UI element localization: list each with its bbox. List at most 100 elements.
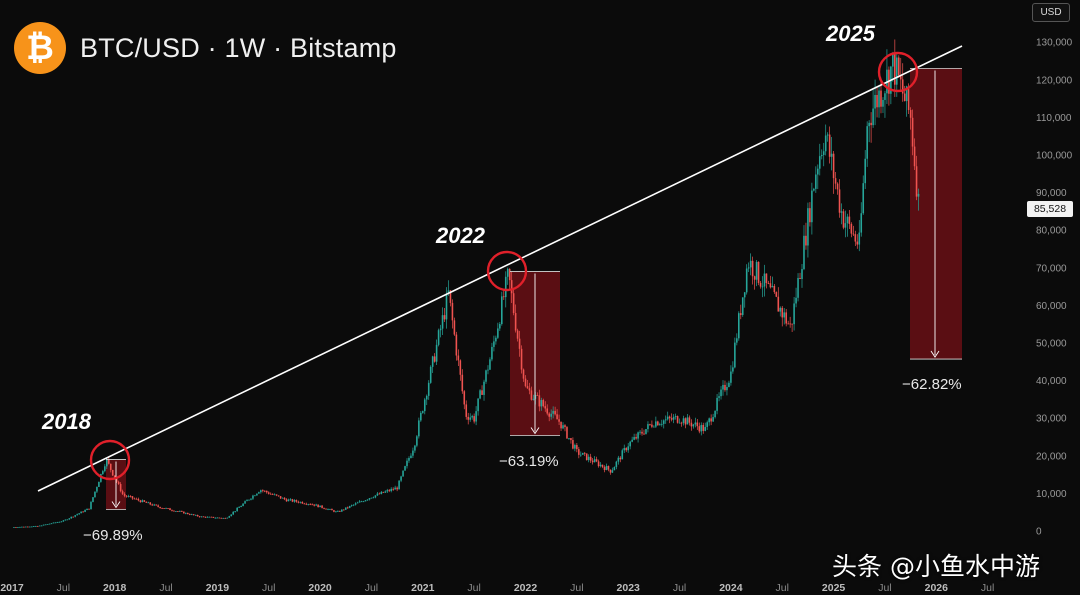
x-tick-label: 2021 [411, 582, 435, 594]
candle-body [479, 390, 481, 399]
candle-body [621, 450, 624, 460]
candle-body [319, 505, 321, 508]
candle-body [173, 510, 175, 512]
candle-body [787, 323, 789, 325]
candle-body [269, 493, 272, 495]
candle-body [455, 334, 458, 356]
candle-body [98, 481, 100, 487]
candle-body [826, 134, 829, 136]
candle-body [331, 509, 333, 511]
candle-body [791, 323, 793, 325]
candle-body [609, 469, 612, 473]
candle-body [305, 503, 308, 505]
candle-body [129, 496, 132, 497]
candle-body [449, 290, 452, 303]
candle-body [781, 307, 784, 318]
candle-body [518, 338, 521, 349]
candle-body [765, 273, 768, 284]
candle-body [297, 501, 300, 503]
candle-body [475, 411, 477, 422]
candle-body [329, 509, 331, 510]
candle-body [384, 491, 387, 493]
candle-body [21, 526, 23, 528]
candle-body [30, 526, 33, 528]
candle-body [177, 511, 179, 513]
candle-body [830, 153, 833, 157]
candle-body [323, 507, 325, 509]
candle-body [637, 432, 639, 439]
candle-body [341, 509, 343, 512]
candle-body [113, 475, 116, 479]
candle-body [224, 517, 227, 519]
candle-body [870, 122, 872, 126]
candle-body [506, 268, 509, 277]
candle-body [532, 398, 535, 400]
candle-body [58, 521, 61, 523]
candle-body [181, 511, 183, 513]
candle-body [44, 524, 47, 526]
candle-body [526, 386, 529, 389]
currency-badge[interactable]: USD [1032, 3, 1070, 22]
candle-body [441, 315, 444, 329]
candle-body [410, 455, 412, 459]
candle-body [279, 496, 282, 499]
candle-body [40, 525, 43, 527]
candle-body [337, 511, 339, 512]
trendline [37, 45, 963, 492]
candle-body [327, 509, 329, 510]
candle-body [461, 374, 464, 392]
y-tick-label: 90,000 [1036, 188, 1067, 199]
candle-body [435, 344, 438, 362]
candle-body [562, 425, 564, 429]
candle-body [820, 154, 823, 157]
candle-body [386, 490, 389, 492]
candle-body [743, 292, 746, 298]
candle-body [755, 261, 758, 280]
candle-body [678, 422, 681, 424]
trendline-group [37, 45, 963, 492]
candle-body [185, 512, 187, 514]
candle-body [408, 458, 410, 461]
x-tick-label: Jul [467, 582, 480, 594]
candle-body [117, 481, 120, 485]
candle-body [510, 280, 513, 294]
candle-body [212, 516, 215, 518]
candle-body [512, 293, 515, 314]
candle-body [226, 517, 229, 519]
y-tick-label: 50,000 [1036, 339, 1067, 350]
candle-body [406, 460, 408, 467]
candle-body [779, 307, 782, 312]
candle-body [497, 328, 499, 338]
candle-body [862, 183, 865, 214]
candle-body [17, 527, 19, 528]
candle-body [109, 463, 112, 470]
x-tick-label: 2017 [0, 582, 24, 594]
candle-body [818, 156, 821, 169]
candle-body [728, 382, 730, 387]
candle-body [771, 286, 774, 288]
candle-body [453, 320, 456, 335]
candle-body [775, 292, 778, 297]
x-tick-label: Jul [57, 582, 70, 594]
candle-body [157, 505, 159, 507]
x-tick-label: Jul [981, 582, 994, 594]
candle-body [899, 75, 902, 80]
y-tick-label: 40,000 [1036, 376, 1067, 387]
candle-body [736, 338, 738, 343]
candle-body [664, 419, 667, 421]
candle-body [254, 495, 256, 497]
candle-body [712, 417, 714, 422]
candle-body [258, 492, 260, 494]
candle-body [23, 526, 25, 528]
candle-body [688, 417, 691, 423]
y-tick-label: 100,000 [1036, 151, 1073, 162]
candle-body [836, 183, 839, 190]
candle-body [293, 500, 296, 502]
candle-body [477, 398, 479, 412]
candle-body [666, 416, 669, 420]
candle-body [271, 493, 274, 495]
candle-body [321, 505, 323, 508]
candle-body [74, 515, 76, 517]
candle-body [502, 296, 505, 298]
candle-body [27, 526, 29, 528]
